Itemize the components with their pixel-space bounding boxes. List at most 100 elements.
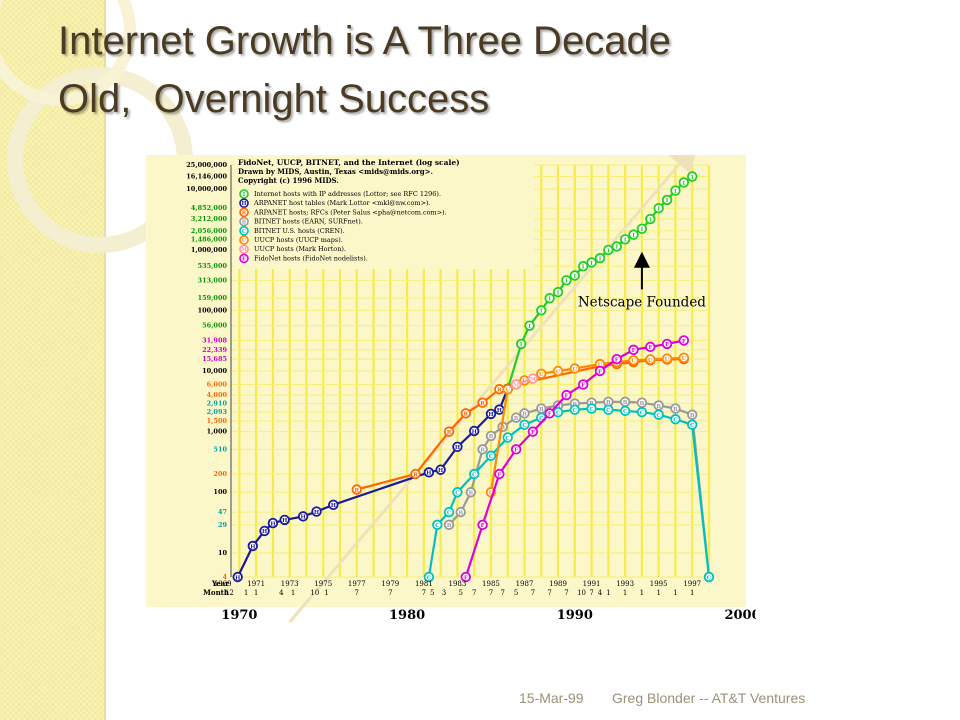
legend-background [234,159,534,269]
footer-date: 15-Mar-99 [519,690,584,706]
month-tick-label: 5 [514,589,518,597]
series-point-key: B [522,412,527,418]
series-point [468,425,480,437]
series-point [485,430,497,442]
chart-title: FidoNet, UUCP, BITNET, and the Internet … [238,158,460,167]
year-tick-label: 1987 [516,580,534,588]
series-point [455,506,466,518]
chart-subtitle-line: Copyright (c) 1996 MIDS. [238,176,339,185]
series-point-key: B [606,400,611,406]
series-point [586,403,597,414]
series-point [661,194,673,206]
y-tick-label: 16,146,000 [186,173,227,181]
month-tick-label: 1 [606,589,610,597]
series-point-key: H [250,544,255,550]
series-point [552,286,564,298]
y-tick-label: 31,908 [202,336,227,344]
series-B: BBBBBBBBBBBBBBBBBBB [443,396,715,583]
series-point-key: I [657,206,660,212]
month-tick-label: 1 [254,589,258,597]
series-point [653,409,664,420]
y-tick-label: 2,093 [207,408,228,416]
y-tick-label: 56,000 [202,322,227,330]
strip-edge-divider [104,0,106,720]
legend-entry: ARPANET hosts; RFCs (Peter Salus <pha@ne… [253,208,447,216]
series-line [506,175,693,390]
series-point-key: C [447,510,452,516]
series-point [703,571,715,583]
series-point-key: B [623,400,628,406]
series-point-key: F [514,448,518,454]
series-point [603,244,614,256]
month-tick-label: 7 [388,589,392,597]
decade-label: 2000 [724,608,756,623]
series-point-key: I [590,261,593,267]
series-point [443,519,455,531]
year-tick-label: 1969 [214,580,232,588]
series-point [527,373,539,384]
series-point [311,506,322,517]
year-tick-label: 1971 [247,580,265,588]
series-point [443,506,455,518]
month-tick-label: 7 [500,589,504,597]
series-point-key: U [556,369,561,375]
y-tick-label: 10 [218,549,228,557]
y-tick-label: 200 [213,470,227,478]
series-point-key: C [522,423,527,429]
month-tick-label: 5 [459,589,463,597]
series-point-key: B [640,401,645,407]
y-tick-label: 29 [218,521,228,529]
series-point [611,353,622,365]
series-point-key: H [472,429,477,435]
decade-label: 1970 [221,608,257,623]
legend-marker-key: B [242,220,247,226]
series-point-key: I [641,227,644,233]
series-point [561,389,572,401]
series-point-key: U [598,362,603,368]
series-point-key: U [665,357,670,363]
series-point [544,292,555,304]
month-tick-label: 3 [442,589,446,597]
series-point [670,414,681,425]
series-point-key: H [301,515,306,521]
series-point-key: F [632,348,636,354]
month-tick-label: 7 [355,589,359,597]
legend-entry: BITNET U.S. hosts (CREN). [254,227,345,235]
series-point [645,354,656,365]
legend-marker-key: U [242,238,247,244]
series-point-key: I [557,290,560,296]
series-point-key: B [489,434,494,440]
legend: I Internet hosts with IP addresses (Lotto… [239,189,447,264]
series-point-key: F [598,369,602,375]
series-point-key: I [574,274,577,280]
series-point-key: C [489,454,494,460]
y-tick-label: 10,000 [202,367,227,375]
series-point-key: U [631,359,636,365]
footer-credit: Greg Blonder -- AT&T Ventures [612,690,806,706]
series-point [328,499,339,511]
y-tick-labels: 25,000,000 16,146,000 10,000,000 4,852,000 3… [186,161,227,581]
series-point [661,338,673,350]
series-point [603,404,614,415]
slide-title-line-2: Old, Overnight Success [58,77,490,121]
series-point-key: H [282,518,287,524]
year-tick-label: 1977 [348,580,366,588]
month-tick-label: 7 [547,589,551,597]
month-tick-label: 7 [564,589,568,597]
month-tick-label: 4 [279,589,284,597]
series-point-key: I [691,175,694,181]
year-tick-label: 1983 [449,580,467,588]
series-point [510,379,522,390]
series-point [661,353,673,364]
legend-marker-key: I [243,192,246,198]
year-tick-label: 1993 [616,580,634,588]
y-tick-label: 1,500 [207,417,228,425]
y-tick-label: 4,000 [207,391,228,399]
series-point-key: C [707,575,712,581]
series-point-key: C [427,575,432,581]
series-point-key: R [355,488,360,494]
series-point [494,468,505,480]
y-tick-label: 2,910 [207,400,228,408]
series-point-key: R [447,430,452,436]
series-point-key: H [235,575,240,581]
